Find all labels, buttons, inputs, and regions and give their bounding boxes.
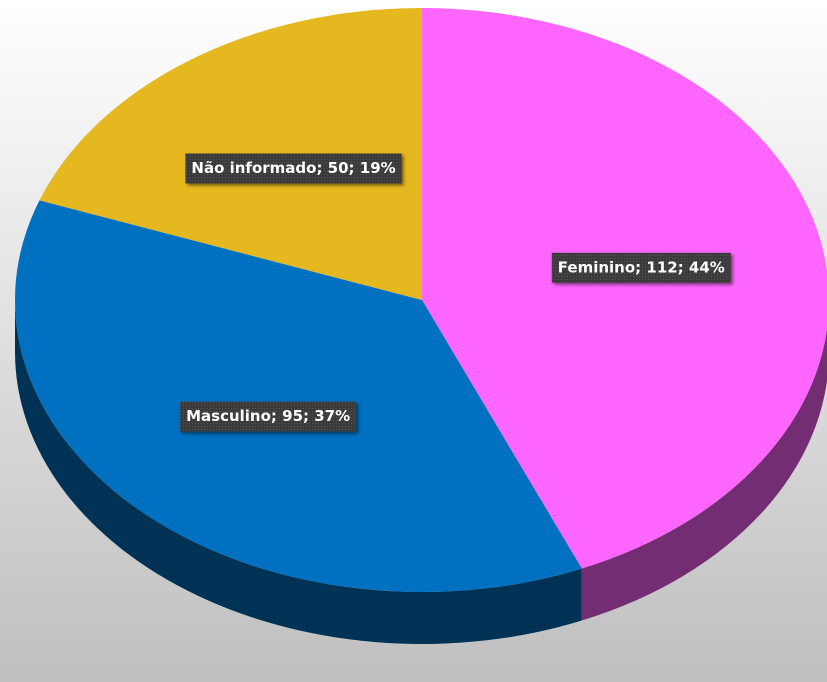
data-label: Masculino; 95; 37% (186, 407, 350, 425)
label-box (551, 252, 731, 283)
data-label: Feminino; 112; 44% (558, 258, 725, 276)
data-label: Não informado; 50; 19% (191, 159, 395, 177)
label-box (185, 153, 402, 184)
slice (422, 8, 827, 569)
label-box (180, 401, 357, 432)
slice-side (581, 328, 827, 621)
slice (14, 200, 582, 593)
slice-side (15, 300, 582, 644)
